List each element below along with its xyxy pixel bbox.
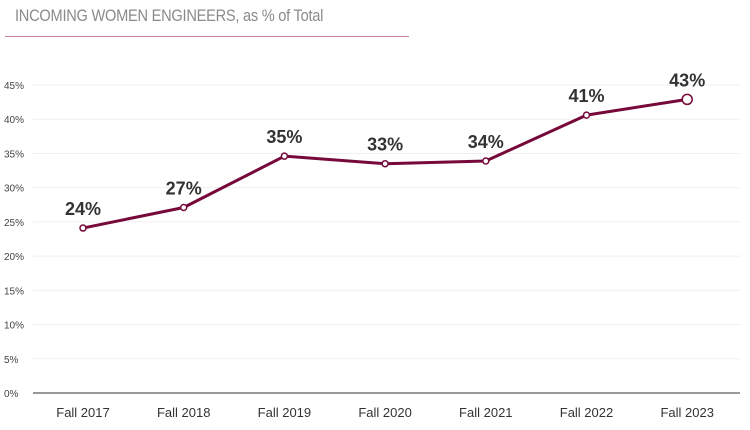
x-tick-label: Fall 2018	[157, 405, 210, 420]
chart-title: INCOMING WOMEN ENGINEERS, as % of Total	[15, 6, 324, 25]
x-tick-label: Fall 2020	[358, 405, 411, 420]
x-tick-label: Fall 2019	[258, 405, 311, 420]
y-tick-label: 5%	[4, 355, 19, 366]
y-tick-label: 15%	[4, 286, 24, 297]
data-label: 33%	[367, 135, 403, 155]
data-point	[280, 152, 289, 160]
data-point	[482, 157, 490, 165]
data-label: 24%	[65, 199, 101, 219]
data-label: 27%	[166, 179, 202, 199]
data-label: 34%	[468, 132, 504, 152]
y-tick-label: 35%	[4, 149, 24, 160]
x-tick-label: Fall 2017	[56, 405, 109, 420]
y-tick-label: 40%	[4, 115, 24, 126]
data-label: 35%	[266, 127, 302, 147]
title-divider	[5, 36, 409, 37]
y-tick-label: 0%	[4, 389, 19, 400]
data-point	[681, 93, 693, 106]
y-tick-label: 45%	[4, 81, 24, 92]
data-point	[79, 224, 87, 232]
y-tick-label: 20%	[4, 252, 24, 263]
data-point	[582, 111, 591, 119]
data-label: 41%	[568, 86, 604, 106]
data-point	[179, 203, 188, 212]
data-point	[381, 159, 389, 168]
x-tick-label: Fall 2023	[660, 405, 713, 420]
y-tick-label: 30%	[4, 184, 24, 195]
y-tick-label: 10%	[4, 321, 24, 332]
x-tick-label: Fall 2022	[560, 405, 613, 420]
x-tick-label: Fall 2021	[459, 405, 512, 420]
data-label: 43%	[669, 70, 705, 90]
y-tick-label: 25%	[4, 218, 24, 229]
